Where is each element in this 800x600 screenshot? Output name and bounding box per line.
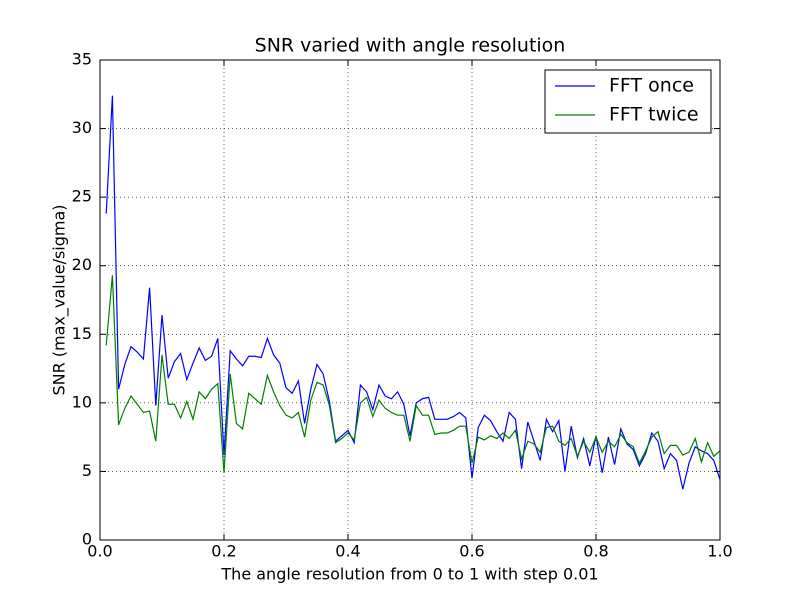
y-tick-label: 0 bbox=[82, 530, 92, 549]
y-tick-label: 30 bbox=[72, 118, 92, 137]
x-tick-label: 0.0 bbox=[87, 542, 112, 561]
x-axis-label: The angle resolution from 0 to 1 with st… bbox=[220, 565, 598, 584]
line-series bbox=[105, 275, 721, 473]
y-tick-label: 10 bbox=[72, 392, 92, 411]
legend-label: FFT once bbox=[609, 75, 694, 97]
y-tick-label: 25 bbox=[72, 187, 92, 206]
y-tick-label: 15 bbox=[72, 324, 92, 343]
y-tick-label: 20 bbox=[72, 255, 92, 274]
legend-box bbox=[544, 69, 712, 134]
y-tick-label: 35 bbox=[72, 50, 92, 69]
x-tick-label: 0.6 bbox=[459, 542, 484, 561]
line-series bbox=[105, 95, 721, 490]
plot-frame bbox=[99, 59, 721, 541]
x-tick-label: 0.2 bbox=[211, 542, 236, 561]
y-tick-label: 5 bbox=[82, 461, 92, 480]
x-tick-label: 0.8 bbox=[583, 542, 608, 561]
x-tick-label: 1.0 bbox=[707, 542, 732, 561]
x-tick-label: 0.4 bbox=[335, 542, 360, 561]
chart-title: SNR varied with angle resolution bbox=[255, 35, 566, 57]
legend-label: FFT twice bbox=[609, 104, 699, 126]
y-axis-label: SNR (max_value/sigma) bbox=[50, 204, 70, 395]
